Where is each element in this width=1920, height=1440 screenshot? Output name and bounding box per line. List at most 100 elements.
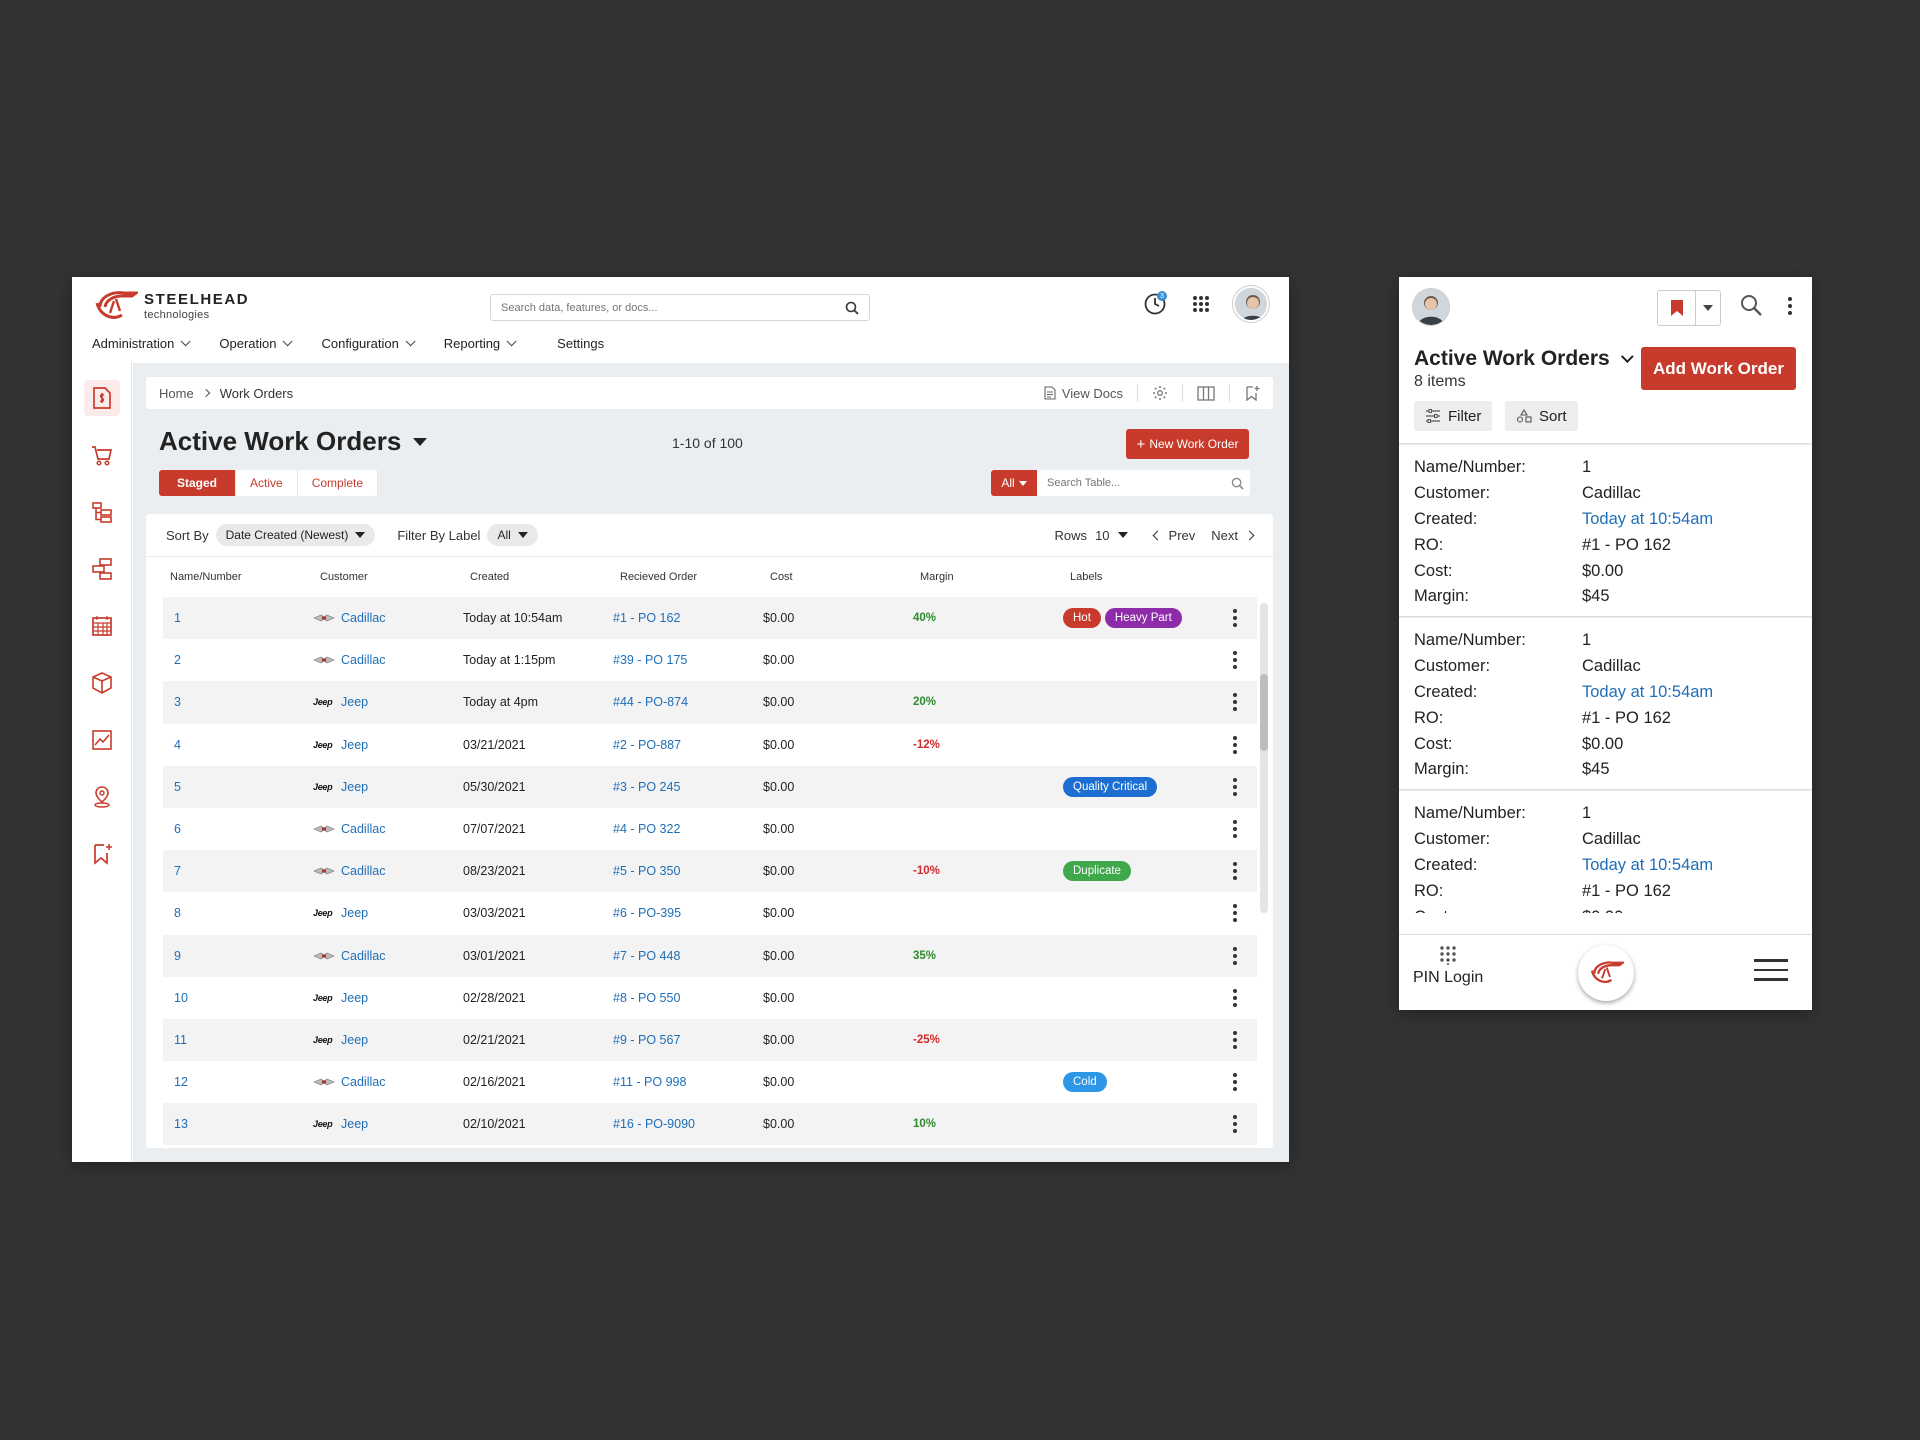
col-margin[interactable]: Margin (920, 571, 954, 583)
row-actions-button[interactable] (1213, 946, 1257, 965)
label-badge[interactable]: Heavy Part (1104, 608, 1182, 629)
sidebar-item-tree[interactable] (84, 494, 120, 530)
mobile-search-button[interactable] (1739, 293, 1763, 322)
received-order-link[interactable]: #9 - PO 567 (613, 1032, 681, 1047)
work-order-number-link[interactable]: 12 (174, 1075, 188, 1090)
label-badge[interactable]: Quality Critical (1063, 776, 1158, 797)
row-actions-button[interactable] (1213, 904, 1257, 923)
work-order-number-link[interactable]: 10 (174, 990, 188, 1005)
card-field-value[interactable]: Today at 10:54am (1582, 855, 1714, 874)
home-logo-button[interactable] (1578, 945, 1634, 1001)
steelhead-logo[interactable]: STEELHEAD technologies (92, 287, 249, 325)
table-row[interactable]: 4 Jeep Jeep 03/21/2021 #2 - PO-887 $0.00 -12% (163, 724, 1257, 766)
sidebar-item-locations[interactable] (84, 779, 120, 815)
gear-icon[interactable] (1152, 385, 1168, 401)
received-order-link[interactable]: #44 - PO-874 (613, 695, 689, 710)
row-actions-button[interactable] (1213, 777, 1257, 796)
user-avatar[interactable] (1413, 289, 1449, 325)
row-actions-button[interactable] (1213, 693, 1257, 712)
row-actions-button[interactable] (1213, 609, 1257, 628)
table-search-input[interactable] (1037, 470, 1224, 496)
filter-button[interactable]: Filter (1414, 401, 1493, 431)
label-badge[interactable]: Duplicate (1063, 861, 1131, 882)
received-order-link[interactable]: #39 - PO 175 (613, 653, 688, 668)
sidebar-item-purchasing[interactable] (84, 437, 120, 473)
work-order-number-link[interactable]: 5 (174, 779, 181, 794)
row-actions-button[interactable] (1213, 1073, 1257, 1092)
work-order-number-link[interactable]: 11 (174, 1032, 187, 1047)
customer-link[interactable]: Jeep (341, 906, 369, 921)
col-created[interactable]: Created (470, 571, 510, 583)
row-actions-button[interactable] (1213, 1030, 1257, 1049)
row-actions-button[interactable] (1213, 651, 1257, 670)
scrollbar-thumb[interactable] (1260, 674, 1268, 751)
received-order-link[interactable]: #6 - PO-395 (613, 906, 682, 921)
work-order-card[interactable]: Name/Number: 1 Customer: Cadillac Created: To… (1399, 444, 1812, 617)
breadcrumb-home[interactable]: Home (159, 385, 194, 401)
nav-reporting[interactable]: Reporting (444, 336, 517, 351)
label-badge[interactable]: Hot (1063, 608, 1101, 629)
columns-icon[interactable] (1197, 385, 1215, 401)
customer-link[interactable]: Jeep (341, 695, 369, 710)
sidebar-item-inventory[interactable] (84, 665, 120, 701)
sidebar-item-bookmarks[interactable] (84, 836, 120, 872)
received-order-link[interactable]: #11 - PO 998 (613, 1075, 687, 1090)
table-row[interactable]: 3 Jeep Jeep Today at 4pm #44 - PO-874 $0.00 20… (163, 681, 1257, 724)
row-actions-button[interactable] (1213, 1115, 1257, 1134)
history-button[interactable]: 3 (1141, 290, 1169, 318)
table-scrollbar[interactable] (1260, 603, 1268, 913)
received-order-link[interactable]: #1 - PO 162 (613, 611, 681, 626)
table-row[interactable]: 6 Cadillac 07/07/2021 #4 - PO 322 $0.00 (163, 808, 1257, 850)
nav-administration[interactable]: Administration (92, 336, 191, 351)
received-order-link[interactable]: #2 - PO-887 (613, 737, 682, 752)
customer-link[interactable]: Cadillac (341, 653, 386, 668)
card-field-value[interactable]: Today at 10:54am (1582, 682, 1714, 701)
work-order-number-link[interactable]: 3 (174, 695, 181, 710)
work-order-card[interactable]: Name/Number: 1 Customer: Cadillac Created: To… (1399, 790, 1812, 913)
nav-operation[interactable]: Operation (219, 336, 294, 351)
table-row[interactable]: 11 Jeep Jeep 02/21/2021 #9 - PO 567 $0.00 -25% (163, 1018, 1257, 1062)
work-order-number-link[interactable]: 7 (174, 864, 181, 879)
table-row[interactable]: 5 Jeep Jeep 05/30/2021 #3 - PO 245 $0.00 Quali… (163, 765, 1257, 808)
customer-link[interactable]: Cadillac (341, 611, 386, 626)
view-docs-button[interactable]: View Docs (1044, 386, 1123, 401)
next-page-button[interactable]: Next (1211, 528, 1255, 543)
received-order-link[interactable]: #3 - PO 245 (613, 779, 681, 794)
work-order-number-link[interactable]: 6 (174, 822, 181, 837)
table-row[interactable]: 2 Cadillac Today at 1:15pm #39 - PO 175 $0.0… (163, 639, 1257, 681)
nav-configuration[interactable]: Configuration (321, 336, 416, 351)
col-received-order[interactable]: Recieved Order (620, 571, 698, 583)
work-order-number-link[interactable]: 8 (174, 906, 181, 921)
row-actions-button[interactable] (1213, 820, 1257, 839)
work-order-number-link[interactable]: 9 (174, 948, 181, 963)
table-search-button[interactable] (1224, 470, 1250, 496)
table-row[interactable]: 12 Cadillac 02/16/2021 #11 - PO 998 $0.00 Col… (163, 1061, 1257, 1103)
search-scope-dropdown[interactable]: All (991, 470, 1037, 496)
received-order-link[interactable]: #5 - PO 350 (613, 864, 681, 879)
add-work-order-button[interactable]: Add Work Order (1641, 347, 1796, 390)
prev-page-button[interactable]: Prev (1150, 528, 1195, 543)
bookmark-button[interactable] (1658, 291, 1696, 325)
work-order-number-link[interactable]: 4 (174, 737, 181, 752)
col-name-number[interactable]: Name/Number (170, 571, 242, 583)
sidebar-item-workflow[interactable] (84, 551, 120, 587)
sort-button[interactable]: Sort (1505, 401, 1578, 431)
tab-active[interactable]: Active (236, 470, 298, 496)
new-work-order-button[interactable]: + New Work Order (1126, 429, 1249, 459)
table-row[interactable]: 13 Jeep Jeep 02/10/2021 #16 - PO-9090 $0.00 10… (163, 1103, 1257, 1146)
work-order-number-link[interactable]: 1 (174, 611, 181, 626)
table-row[interactable]: 10 Jeep Jeep 02/28/2021 #8 - PO 550 $0.00 (163, 977, 1257, 1019)
bookmark-add-icon[interactable] (1244, 385, 1260, 401)
label-badge[interactable]: Cold (1063, 1072, 1107, 1093)
col-customer[interactable]: Customer (320, 571, 368, 583)
hamburger-menu-button[interactable] (1754, 959, 1788, 981)
bookmark-dropdown[interactable] (1696, 291, 1720, 325)
customer-link[interactable]: Cadillac (341, 864, 386, 879)
customer-link[interactable]: Jeep (341, 1032, 369, 1047)
customer-link[interactable]: Jeep (341, 737, 369, 752)
work-order-number-link[interactable]: 13 (174, 1117, 188, 1132)
customer-link[interactable]: Jeep (341, 990, 369, 1005)
customer-link[interactable]: Cadillac (341, 948, 386, 963)
customer-link[interactable]: Cadillac (341, 822, 386, 837)
sidebar-item-calendar[interactable] (84, 608, 120, 644)
